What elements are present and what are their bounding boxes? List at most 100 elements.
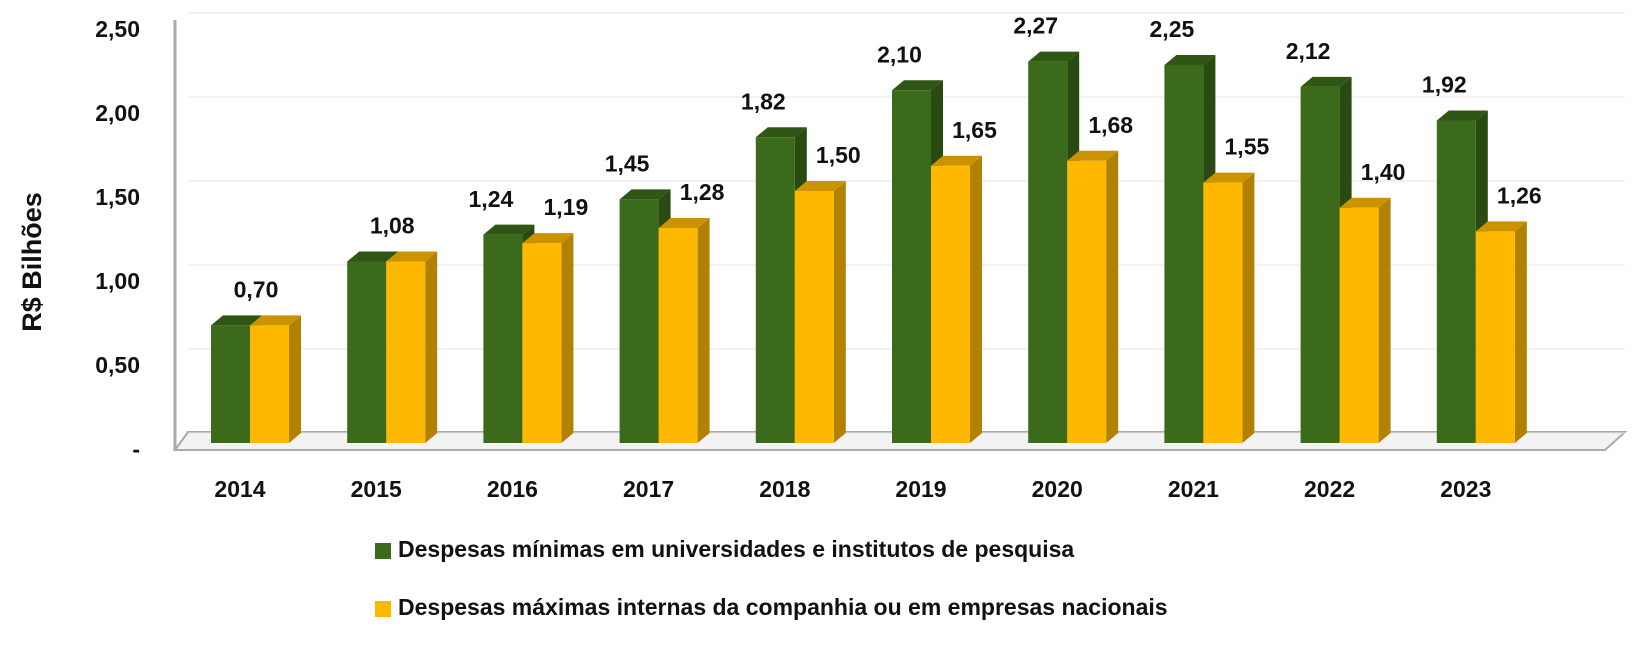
bar [250, 315, 301, 443]
x-tick-label: 2019 [895, 476, 946, 502]
value-label: 1,45 [605, 150, 650, 176]
bar-face [250, 315, 301, 326]
y-tick-label: 1,00 [95, 268, 140, 294]
bar-face [794, 181, 846, 191]
legend-swatch [375, 601, 391, 617]
value-label: 1,26 [1497, 182, 1542, 208]
bar-face [1378, 197, 1391, 443]
bar-face [931, 165, 970, 444]
bar-face [658, 217, 710, 228]
bar-face [619, 199, 659, 443]
bar-face [658, 227, 698, 443]
bar [386, 251, 438, 443]
bar-face [1475, 221, 1527, 232]
value-label: 1,82 [741, 88, 786, 114]
y-axis-label: R$ Bilhões [17, 192, 47, 332]
bar-face [347, 251, 399, 262]
value-label: 1,28 [680, 179, 725, 205]
x-tick-label: 2018 [759, 476, 810, 502]
x-tick-label: 2014 [214, 476, 265, 502]
bar-face [1514, 221, 1527, 443]
y-tick-label: 2,50 [95, 16, 140, 42]
x-tick-label: 2020 [1032, 476, 1083, 502]
bar-face [1300, 76, 1352, 87]
y-tick-label: 1,50 [95, 184, 140, 210]
bar [658, 217, 710, 443]
bar-face [697, 217, 710, 443]
value-label: 0,70 [234, 276, 279, 302]
bar-face [561, 233, 574, 443]
bar-face [483, 234, 523, 443]
bar [522, 233, 574, 443]
bar [1339, 197, 1391, 443]
bar-face [1300, 86, 1340, 443]
bar-face [386, 251, 438, 262]
x-tick-label: 2021 [1168, 476, 1219, 502]
value-label: 1,65 [952, 117, 997, 143]
bar-face [250, 325, 289, 443]
y-tick-label: 0,50 [95, 352, 140, 378]
bar-face [1028, 61, 1068, 443]
value-label: 1,19 [544, 194, 589, 220]
bar-face [619, 189, 671, 200]
bar-face [211, 325, 250, 443]
value-label: 1,40 [1361, 159, 1406, 185]
bar-face [833, 181, 846, 443]
bar-face [289, 315, 301, 443]
bar-face [1436, 120, 1476, 443]
value-label: 1,68 [1088, 112, 1133, 138]
bar-face [1164, 55, 1216, 65]
legend-label: Despesas máximas internas da companhia o… [398, 594, 1168, 620]
bar-face [1203, 182, 1243, 443]
value-label: 2,10 [877, 41, 922, 67]
y-tick-label: 2,00 [95, 100, 140, 126]
bar [931, 155, 982, 444]
bar-face [931, 155, 982, 166]
legend-label: Despesas mínimas em universidades e inst… [398, 536, 1074, 562]
bar [1203, 172, 1255, 443]
y-tick-label: - [132, 436, 140, 462]
value-label: 2,27 [1013, 13, 1058, 39]
legend-swatch [375, 543, 391, 559]
bar-face [1436, 110, 1488, 121]
bar-face [892, 80, 943, 91]
value-label: 2,12 [1286, 38, 1331, 64]
bar-face [522, 243, 562, 443]
bar-face [1067, 160, 1107, 443]
bar-face [1164, 65, 1204, 443]
value-label: 2,25 [1150, 16, 1195, 42]
bar-face [1106, 150, 1119, 443]
x-tick-label: 2015 [351, 476, 402, 502]
bar-face [1242, 172, 1255, 443]
bar-face [347, 261, 387, 443]
bar [1475, 221, 1527, 443]
value-label: 1,24 [469, 186, 514, 212]
bar-face [1339, 197, 1391, 208]
bar-face [211, 315, 262, 326]
bar-face [522, 233, 574, 244]
bar-face [755, 137, 795, 444]
x-tick-label: 2023 [1440, 476, 1491, 502]
bar [794, 181, 846, 443]
bar-face [1203, 172, 1255, 183]
bar-face [386, 261, 426, 443]
bar-face [483, 224, 535, 235]
bar-face [755, 127, 807, 138]
bar-face [425, 251, 438, 443]
x-tick-label: 2016 [487, 476, 538, 502]
value-label: 1,92 [1422, 72, 1467, 98]
x-tick-label: 2022 [1304, 476, 1355, 502]
bar-face [1339, 207, 1379, 443]
bar-face [892, 90, 931, 443]
value-label: 1,08 [370, 213, 415, 239]
bar-face [1067, 150, 1119, 161]
bar [1067, 150, 1119, 443]
bar-face [1475, 231, 1515, 443]
bar-face [1028, 51, 1080, 62]
value-label: 1,50 [816, 142, 861, 168]
x-tick-label: 2017 [623, 476, 674, 502]
value-label: 1,55 [1225, 134, 1270, 160]
bar-face [794, 191, 834, 443]
bar-face [970, 155, 982, 444]
